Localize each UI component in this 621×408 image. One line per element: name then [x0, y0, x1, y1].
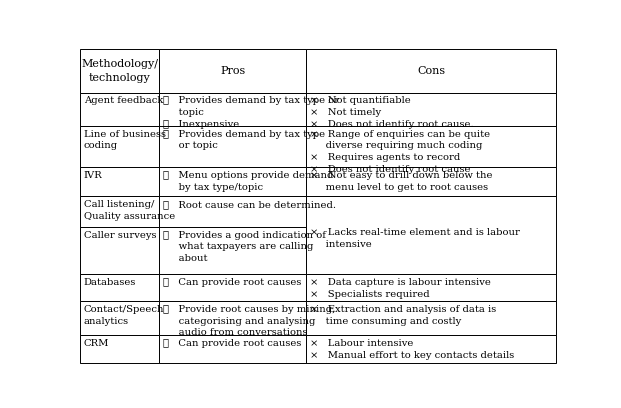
Text: Call listening/
Quality assurance: Call listening/ Quality assurance — [84, 200, 175, 221]
Bar — [306, 167, 556, 196]
Bar — [306, 335, 556, 363]
Text: ×   Range of enquiries can be quite
     diverse requiring much coding
×   Requi: × Range of enquiries can be quite divers… — [310, 130, 490, 174]
Bar — [160, 301, 306, 335]
Bar — [80, 167, 160, 196]
Bar — [80, 274, 160, 301]
Text: ×   Extraction and analysis of data is
     time consuming and costly: × Extraction and analysis of data is tim… — [310, 305, 496, 326]
Bar — [160, 274, 306, 301]
Text: IVR: IVR — [84, 171, 102, 180]
Text: ✓   Provide root causes by mining,
     categorising and analysing
     audio fr: ✓ Provide root causes by mining, categor… — [163, 305, 336, 337]
Text: ✓   Can provide root causes: ✓ Can provide root causes — [163, 278, 302, 287]
Text: ✓   Root cause can be determined.: ✓ Root cause can be determined. — [163, 200, 337, 209]
Bar — [306, 93, 556, 126]
Bar — [80, 196, 160, 227]
Text: ×   Not quantifiable
×   Not timely
×   Does not identify root cause.: × Not quantifiable × Not timely × Does n… — [310, 96, 474, 129]
Bar — [80, 301, 160, 335]
Bar — [160, 196, 306, 227]
Bar — [306, 49, 556, 93]
Text: ✓   Provides a good indication of
     what taxpayers are calling
     about: ✓ Provides a good indication of what tax… — [163, 231, 326, 263]
Text: ×   Not easy to drill down below the
     menu level to get to root causes: × Not easy to drill down below the menu … — [310, 171, 492, 192]
Text: Caller surveys: Caller surveys — [84, 231, 156, 239]
Text: ×   Data capture is labour intensive
×   Specialists required: × Data capture is labour intensive × Spe… — [310, 278, 491, 299]
Text: Methodology/
technology: Methodology/ technology — [81, 59, 158, 83]
Text: Contact/Speech
analytics: Contact/Speech analytics — [84, 305, 165, 326]
Bar — [160, 227, 306, 274]
Text: Cons: Cons — [417, 66, 445, 76]
Bar — [306, 301, 556, 335]
Bar — [80, 126, 160, 167]
Text: ✓   Provides demand by tax type
     or topic: ✓ Provides demand by tax type or topic — [163, 130, 325, 151]
Bar — [160, 49, 306, 93]
Bar — [80, 335, 160, 363]
Bar — [306, 126, 556, 167]
Text: Line of business
coding: Line of business coding — [84, 130, 166, 151]
Text: Pros: Pros — [220, 66, 245, 76]
Bar — [80, 93, 160, 126]
Text: Agent feedback: Agent feedback — [84, 96, 163, 105]
Bar — [160, 126, 306, 167]
Text: CRM: CRM — [84, 339, 109, 348]
Text: Databases: Databases — [84, 278, 136, 287]
Text: ×   Lacks real-time element and is labour
     intensive: × Lacks real-time element and is labour … — [310, 228, 520, 248]
Text: ✓   Provides demand by tax type or
     topic
✓   Inexpensive: ✓ Provides demand by tax type or topic ✓… — [163, 96, 340, 129]
Bar — [160, 335, 306, 363]
Text: ×   Labour intensive
×   Manual effort to key contacts details: × Labour intensive × Manual effort to ke… — [310, 339, 514, 360]
Text: ✓   Menu options provide demand
     by tax type/topic: ✓ Menu options provide demand by tax typ… — [163, 171, 333, 192]
Bar — [306, 196, 556, 274]
Bar — [80, 49, 160, 93]
Bar — [160, 167, 306, 196]
Bar — [306, 274, 556, 301]
Bar — [80, 227, 160, 274]
Text: ✓   Can provide root causes: ✓ Can provide root causes — [163, 339, 302, 348]
Bar — [160, 93, 306, 126]
